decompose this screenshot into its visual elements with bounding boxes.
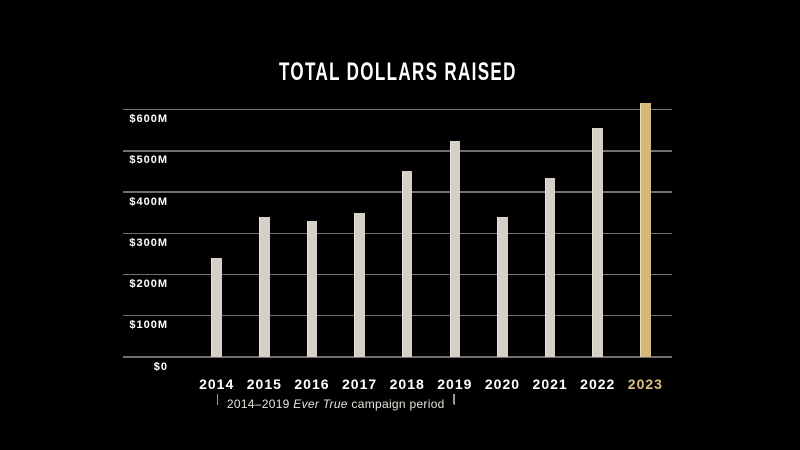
bar-2022 [592,128,603,357]
gridline-100 [123,315,672,317]
bar-2018 [401,171,413,357]
gridline-500 [123,150,672,152]
gridline-200 [123,273,672,276]
campaign-caption-name: Ever True [293,397,348,411]
chart-title: TOTAL DOLLARS RAISED [278,58,517,86]
y-tick-label-300: $300M [129,236,168,249]
chart-title-wrap: TOTAL DOLLARS RAISED [123,58,672,87]
campaign-caption-suffix: campaign period [351,397,445,411]
y-tick-label-600: $600M [129,113,168,126]
x-tick-label-2017: 2017 [342,376,378,392]
campaign-caption: 2014–2019 Ever True campaign period [227,397,445,411]
plot-area: $600M $500M $400M $300M $200M $100M $0 [123,93,672,373]
bar-2014 [211,258,222,357]
x-tick-label-2018: 2018 [389,376,425,392]
bar-2019 [449,140,461,357]
campaign-bracket: 2014–2019 Ever True campaign period [216,393,455,412]
bar-2021 [544,177,556,357]
x-tick-label-2015: 2015 [246,376,282,392]
gridline-600 [123,108,672,111]
x-tick-label-2016: 2016 [294,376,330,392]
x-tick-label-2021: 2021 [532,376,568,392]
gridline-400 [123,191,672,193]
x-tick-label-2022: 2022 [580,376,616,392]
campaign-caption-prefix: 2014–2019 [226,397,290,411]
gridline-0 [123,356,672,359]
y-tick-label-100: $100M [129,319,168,332]
bar-2023 [640,103,651,357]
bar-2016 [306,220,318,357]
y-tick-label-400: $400M [129,195,168,208]
gridline-300 [123,232,672,234]
y-tick-label-500: $500M [129,154,168,167]
bracket-right-tick [453,393,455,405]
bar-2015 [259,216,270,357]
bar-2020 [497,216,508,357]
y-tick-label-200: $200M [129,278,168,291]
x-tick-label-2020: 2020 [484,376,521,392]
x-tick-label-2023: 2023 [627,376,663,392]
x-tick-label-2014: 2014 [199,376,235,392]
x-tick-label-2019: 2019 [437,376,473,392]
bracket-left-tick [216,393,219,405]
bar-2017 [354,212,365,357]
y-tick-label-0: $0 [153,360,168,373]
